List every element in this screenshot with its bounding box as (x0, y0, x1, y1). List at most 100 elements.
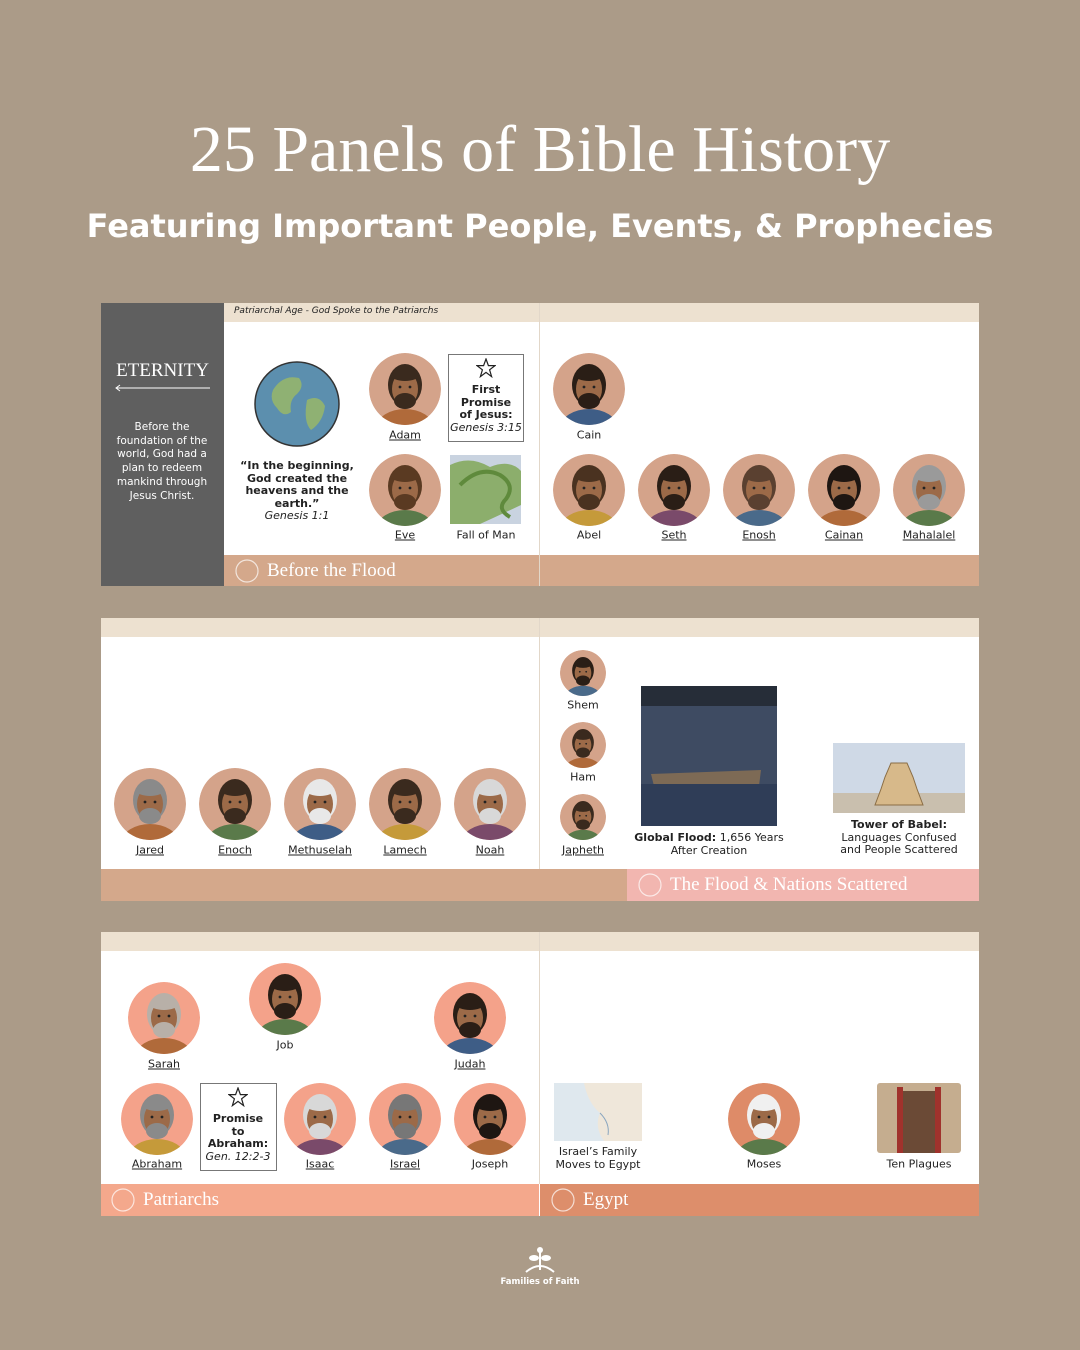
person-name: Adam (389, 428, 421, 442)
person-name: Abraham (131, 1157, 183, 1171)
section-title: Egypt (583, 1189, 629, 1210)
portrait (369, 353, 441, 425)
portrait (560, 722, 606, 768)
event-caption: Israel’s Family Moves to Egypt (555, 1145, 641, 1171)
person-name: Seth (661, 528, 687, 542)
panel (101, 618, 979, 901)
fall-of-man-illustration (450, 455, 521, 524)
portrait (284, 768, 356, 840)
person-name: Abel (576, 528, 602, 542)
eternity-text: Before the foundation of the world, God … (116, 421, 208, 502)
portrait (249, 963, 321, 1035)
promise-reference: Genesis 3:15 (450, 420, 522, 434)
portrait (369, 768, 441, 840)
person-name: Cainan (824, 528, 864, 542)
portrait (199, 768, 271, 840)
creation-quote: “In the beginning, God created the heave… (238, 459, 356, 523)
panel (101, 303, 979, 586)
title: 25 Panels of Bible History (189, 113, 891, 186)
divider (539, 303, 540, 586)
section-title: Patriarchs (143, 1189, 219, 1210)
section-icon (638, 873, 662, 897)
portrait (893, 454, 965, 526)
portrait (560, 794, 606, 840)
person-name: Isaac (305, 1157, 335, 1171)
map-illustration (554, 1083, 642, 1141)
earth-illustration (254, 361, 340, 447)
portrait (454, 1083, 526, 1155)
section-band (540, 1184, 979, 1216)
panel-strip (101, 618, 979, 637)
person-name: Jared (135, 843, 165, 857)
person-name: Noah (475, 843, 505, 857)
babel-title: Tower of Babel: (851, 818, 947, 831)
person-name: Sarah (148, 1057, 180, 1071)
person-name: Methuselah (288, 843, 352, 857)
flood-caption: Global Flood: 1,656 Years After Creation (634, 831, 784, 857)
person-name: Ham (570, 770, 596, 784)
flood-title: Global Flood: (634, 831, 717, 844)
section-title: The Flood & Nations Scattered (670, 874, 908, 895)
portrait (560, 650, 606, 696)
reference: Genesis 1:1 (264, 509, 330, 522)
flood-text: 1,656 Years After Creation (670, 831, 784, 857)
portrait (114, 768, 186, 840)
brand-name: Families of Faith (500, 1277, 580, 1287)
promise-text: Promise to Abraham: Gen. 12:2-3 (202, 1112, 274, 1163)
portrait (553, 454, 625, 526)
portrait (369, 454, 441, 526)
promise-box (200, 1083, 277, 1171)
panel-strip (224, 303, 979, 322)
portrait (638, 454, 710, 526)
person-name: Mahalalel (902, 528, 956, 542)
star-icon (228, 1087, 248, 1107)
portrait (454, 768, 526, 840)
age-label: Patriarchal Age - God Spoke to the Patri… (234, 306, 439, 316)
promise-title: Promise to Abraham: (207, 1112, 269, 1150)
person-name: Joseph (471, 1157, 509, 1171)
section-icon (551, 1188, 575, 1212)
event-label: Fall of Man (456, 528, 516, 542)
brand-logo (525, 1247, 555, 1273)
plagues-illustration (877, 1083, 961, 1153)
divider (539, 932, 540, 1184)
person-name: Judah (454, 1057, 486, 1071)
panel-strip (101, 932, 979, 951)
person-name: Japheth (562, 843, 604, 857)
portrait (728, 1083, 800, 1155)
promise-title: First Promise of Jesus: (459, 383, 513, 421)
flood-illustration (641, 686, 777, 826)
subtitle: Featuring Important People, Events, & Pr… (86, 207, 994, 245)
portrait (284, 1083, 356, 1155)
section-band (101, 1184, 539, 1216)
person-name: Moses (746, 1157, 782, 1171)
section-icon (235, 559, 259, 583)
person-name: Cain (576, 428, 602, 442)
section-icon (111, 1188, 135, 1212)
promise-text: First Promise of Jesus: Genesis 3:15 (450, 383, 522, 434)
section-band (101, 869, 627, 901)
person-name: Shem (567, 698, 599, 712)
person-name: Job (276, 1038, 294, 1052)
panel (101, 932, 979, 1216)
promise-box (448, 354, 524, 442)
sidebar (101, 303, 224, 586)
person-name: Enoch (218, 843, 252, 857)
event-label: Ten Plagues (886, 1157, 952, 1171)
section-title: Before the Flood (267, 560, 396, 581)
divider (539, 618, 540, 869)
person-name: Enosh (742, 528, 776, 542)
portrait (369, 1083, 441, 1155)
portrait (121, 1083, 193, 1155)
promise-reference: Gen. 12:2-3 (205, 1149, 271, 1163)
person-name: Israel (389, 1157, 421, 1171)
section-band (224, 555, 979, 586)
portrait (553, 353, 625, 425)
portrait (808, 454, 880, 526)
person-name: Lamech (383, 843, 427, 857)
person-name: Eve (394, 528, 416, 542)
portrait (128, 982, 200, 1054)
portrait (434, 982, 506, 1054)
babel-caption: Tower of Babel: Languages Confused and Pe… (832, 818, 967, 857)
